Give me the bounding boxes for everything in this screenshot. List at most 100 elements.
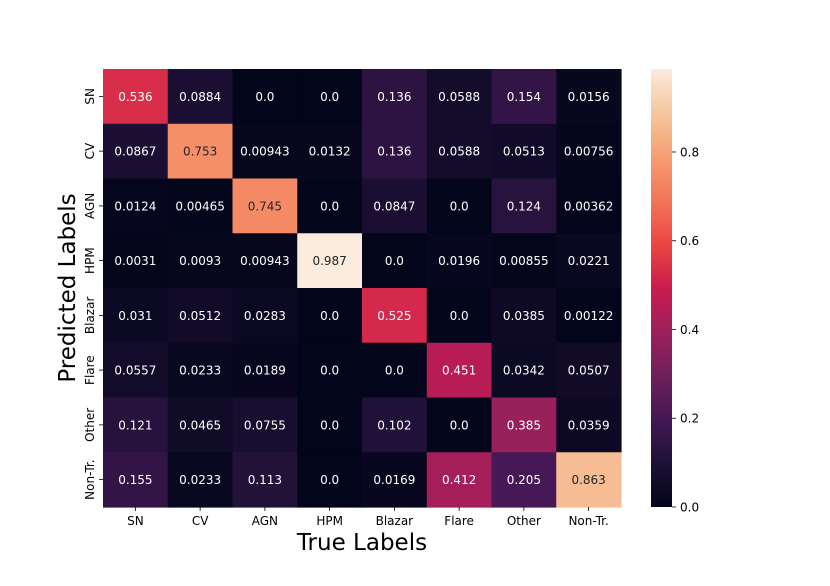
heatmap-cell — [103, 233, 169, 289]
cell-value-label: 0.0093 — [179, 254, 221, 268]
heatmap-cell — [232, 233, 298, 289]
cell-value-label: 0.0359 — [568, 418, 610, 432]
heatmap-cell — [362, 342, 428, 399]
heatmap-cell — [491, 69, 557, 125]
cell-value-label: 0.136 — [377, 90, 411, 104]
colorbar: 0.0 0.2 0.4 0.6 0.8 — [651, 69, 699, 515]
heatmap-cell — [297, 178, 363, 234]
x-tick-label: Blazar — [376, 514, 414, 528]
cell-value-label: 0.113 — [248, 473, 282, 487]
x-tick-label: SN — [127, 514, 144, 528]
cell-value-label: 0.0132 — [309, 145, 351, 159]
cell-value-label: 0.0156 — [568, 90, 610, 104]
heatmap-cell — [297, 397, 363, 453]
cell-value-label: 0.136 — [377, 145, 411, 159]
heatmap-cell — [491, 397, 557, 453]
heatmap-cell — [232, 123, 298, 180]
heatmap-cell — [491, 452, 557, 508]
cell-value-label: 0.00122 — [564, 309, 614, 323]
cell-value-label: 0.031 — [118, 309, 152, 323]
cell-value-label: 0.385 — [507, 418, 541, 432]
x-tick-label: Other — [507, 514, 541, 528]
y-axis: SN CV AGN HPM Blazar Flare Other Non-Tr. — [83, 88, 103, 500]
cell-value-label: 0.0507 — [568, 364, 610, 378]
cell-value-label: 0.987 — [312, 254, 346, 268]
heatmap-cell — [556, 69, 622, 125]
heatmap-cells — [103, 69, 622, 508]
cell-value-label: 0.0 — [320, 418, 339, 432]
heatmap-cell — [362, 288, 428, 344]
cell-value-label: 0.0 — [320, 90, 339, 104]
cell-value-label: 0.536 — [118, 90, 152, 104]
cell-value-label: 0.0 — [385, 364, 404, 378]
y-tick-label: AGN — [83, 193, 97, 219]
cell-value-label: 0.0 — [450, 199, 469, 213]
heatmap-cell — [297, 342, 363, 399]
heatmap-cell — [426, 397, 493, 453]
cell-value-label: 0.0513 — [503, 145, 545, 159]
heatmap-cell — [103, 397, 169, 453]
heatmap-cell — [167, 178, 234, 234]
cell-value-label: 0.0233 — [179, 473, 221, 487]
cell-value-label: 0.0 — [320, 309, 339, 323]
cell-value-label: 0.0 — [320, 473, 339, 487]
heatmap-cell — [556, 342, 622, 399]
heatmap-cell — [491, 342, 557, 399]
x-tick-label: AGN — [252, 514, 278, 528]
colorbar-gradient — [651, 69, 672, 507]
cell-value-label: 0.124 — [507, 199, 541, 213]
heatmap-cell — [167, 233, 234, 289]
cell-value-label: 0.0031 — [114, 254, 156, 268]
heatmap-cell-labels: 0.536 0.0884 0.0 0.0 0.136 0.0588 0.154 0.0156 0… — [114, 90, 613, 487]
heatmap-cell — [103, 288, 169, 344]
heatmap-cell — [167, 452, 234, 508]
cell-value-label: 0.00943 — [240, 145, 290, 159]
heatmap-cell — [362, 123, 428, 180]
y-tick-label: Blazar — [83, 297, 97, 335]
cell-value-label: 0.0557 — [114, 364, 156, 378]
heatmap-cell — [426, 452, 493, 508]
heatmap-cell — [232, 452, 298, 508]
heatmap-cell — [556, 452, 622, 508]
heatmap-cell — [103, 69, 169, 125]
x-axis-title: True Labels — [296, 530, 427, 556]
heatmap-cell — [167, 288, 234, 344]
colorbar-tick-label: 0.4 — [680, 323, 699, 337]
heatmap-cell — [167, 69, 234, 125]
cell-value-label: 0.205 — [507, 473, 541, 487]
heatmap-cell — [232, 397, 298, 453]
colorbar-tick-label: 0.2 — [680, 412, 699, 426]
cell-value-label: 0.0124 — [114, 199, 156, 213]
y-tick-label: Flare — [83, 355, 97, 385]
heatmap-cell — [362, 69, 428, 125]
heatmap-cell — [556, 288, 622, 344]
cell-value-label: 0.0 — [320, 199, 339, 213]
heatmap-cell — [297, 69, 363, 125]
cell-value-label: 0.0 — [320, 364, 339, 378]
cell-value-label: 0.0512 — [179, 309, 221, 323]
colorbar-tick-label: 0.0 — [680, 501, 699, 515]
cell-value-label: 0.525 — [377, 309, 411, 323]
heatmap-cell — [556, 178, 622, 234]
y-tick-label: Non-Tr. — [83, 459, 97, 499]
heatmap-cell — [491, 288, 557, 344]
cell-value-label: 0.0221 — [568, 254, 610, 268]
colorbar-tick-label: 0.6 — [680, 234, 699, 248]
cell-value-label: 0.00362 — [564, 199, 614, 213]
heatmap-cell — [426, 123, 493, 180]
heatmap-cell — [167, 123, 234, 180]
cell-value-label: 0.0 — [450, 418, 469, 432]
heatmap-cell — [556, 123, 622, 180]
x-tick-label: Flare — [444, 514, 474, 528]
cell-value-label: 0.0 — [450, 309, 469, 323]
heatmap-cell — [297, 233, 363, 289]
heatmap-cell — [556, 397, 622, 453]
heatmap-cell — [103, 123, 169, 180]
heatmap-cell — [232, 342, 298, 399]
heatmap-cell — [426, 178, 493, 234]
heatmap-cell — [167, 342, 234, 399]
heatmap-cell — [297, 288, 363, 344]
x-tick-label: HPM — [316, 514, 343, 528]
